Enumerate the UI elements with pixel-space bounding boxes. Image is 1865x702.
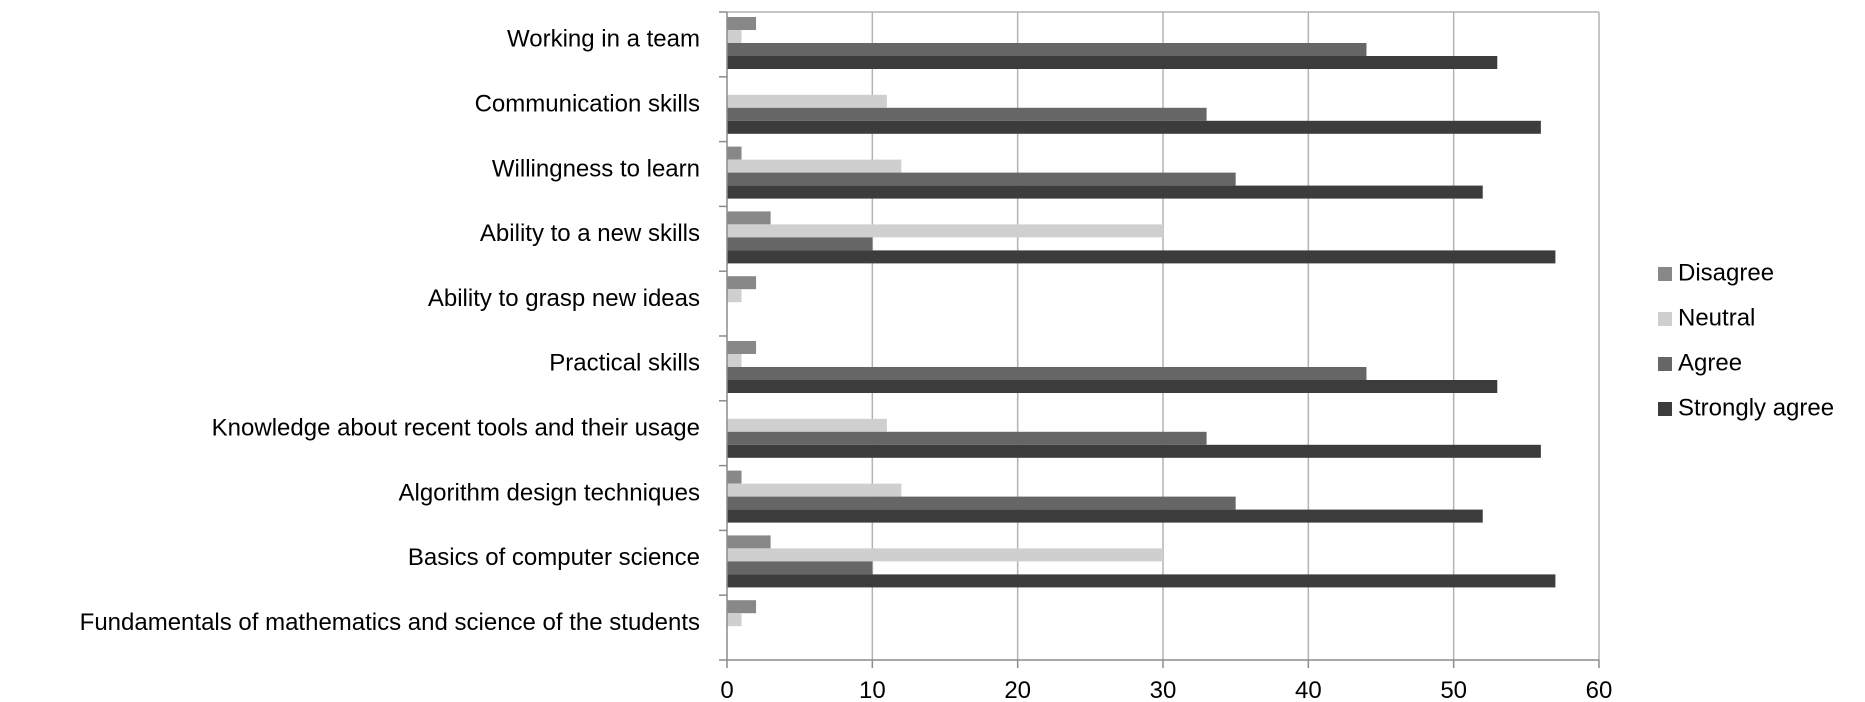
bar (727, 470, 742, 484)
category-label: Communication skills (475, 91, 700, 118)
category-label: Fundamentals of mathematics and science … (80, 609, 700, 636)
x-tick-label: 50 (1440, 677, 1467, 702)
category-label: Working in a team (507, 26, 700, 53)
bar (727, 172, 1236, 186)
legend-label: Strongly agree (1678, 394, 1834, 421)
category-label: Practical skills (549, 350, 700, 377)
category-label: Knowledge about recent tools and their u… (212, 415, 700, 442)
category-label: Willingness to learn (492, 155, 700, 182)
bar (727, 561, 873, 575)
bar (727, 509, 1483, 523)
bar (727, 17, 757, 30)
bars (727, 17, 1556, 627)
legend: Disagree Neutral Agree Strongly agree (1658, 259, 1834, 421)
legend-label: Agree (1678, 349, 1742, 376)
bar (727, 94, 887, 108)
category-label: Basics of computer science (408, 544, 700, 571)
legend-swatch (1658, 402, 1672, 416)
legend-label: Disagree (1678, 259, 1774, 286)
bar (727, 483, 902, 497)
bar (727, 56, 1498, 69)
x-tick-labels: 0 10 20 30 40 50 60 (720, 677, 1612, 702)
bar (727, 224, 1163, 238)
x-tick-label: 10 (859, 677, 886, 702)
bar (727, 159, 902, 173)
bar (727, 250, 1556, 264)
bar (727, 43, 1367, 56)
category-label: Ability to grasp new ideas (428, 285, 700, 312)
x-tick-label: 0 (720, 677, 733, 702)
bar (727, 276, 757, 290)
category-label: Ability to a new skills (480, 220, 700, 247)
bar (727, 185, 1483, 199)
bar (727, 30, 742, 43)
legend-swatch (1658, 267, 1672, 281)
bar (727, 535, 771, 549)
bar (727, 444, 1541, 458)
bar (727, 211, 771, 225)
bar (727, 237, 873, 251)
bar (727, 354, 742, 367)
category-label: Algorithm design techniques (398, 479, 700, 506)
bar (727, 418, 887, 432)
x-tick-label: 20 (1004, 677, 1031, 702)
bar (727, 289, 742, 303)
bar (727, 107, 1207, 121)
x-tick-label: 40 (1295, 677, 1322, 702)
x-tick-label: 60 (1586, 677, 1613, 702)
bar (727, 431, 1207, 445)
bar (727, 600, 757, 614)
legend-label: Neutral (1678, 304, 1755, 331)
category-labels: Working in a team Communication skills Wil… (80, 26, 700, 636)
bar (727, 613, 742, 627)
legend-swatch (1658, 312, 1672, 326)
bar (727, 146, 742, 160)
bar (727, 574, 1556, 588)
axes (719, 11, 1600, 668)
legend-swatch (1658, 357, 1672, 371)
bar (727, 341, 757, 354)
bar (727, 120, 1541, 134)
bar (727, 548, 1163, 562)
bar (727, 367, 1367, 380)
x-tick-label: 30 (1150, 677, 1177, 702)
bar (727, 496, 1236, 510)
bar (727, 380, 1498, 393)
